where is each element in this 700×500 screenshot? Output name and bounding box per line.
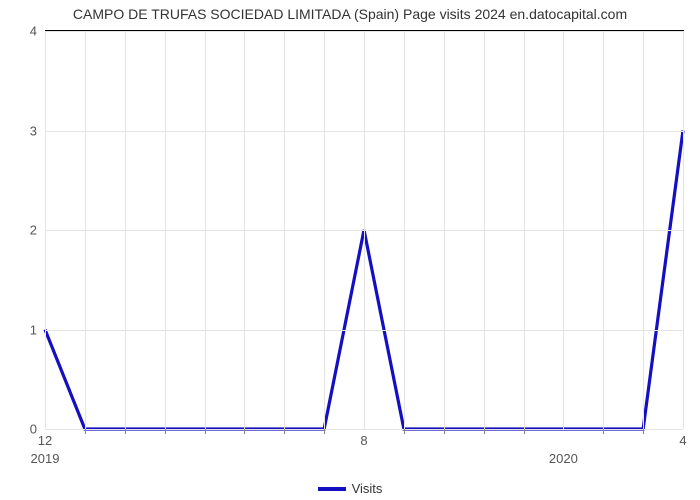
legend-swatch	[318, 487, 346, 491]
legend: Visits	[0, 481, 700, 496]
x-minor-tick	[205, 429, 206, 434]
gridline-v	[563, 31, 564, 429]
x-minor-tick	[284, 429, 285, 434]
y-tick-label: 3	[30, 123, 37, 138]
plot-area: 01234128420192020	[45, 30, 684, 429]
legend-label: Visits	[352, 481, 383, 496]
x-minor-tick	[404, 429, 405, 434]
y-tick-label: 1	[30, 322, 37, 337]
y-tick-label: 2	[30, 223, 37, 238]
gridline-v	[45, 31, 46, 429]
gridline-v	[364, 31, 365, 429]
gridline-v	[444, 31, 445, 429]
x-minor-tick	[324, 429, 325, 434]
y-tick-label: 0	[30, 422, 37, 437]
x-minor-tick	[603, 429, 604, 434]
gridline-h	[45, 429, 683, 430]
gridline-v	[85, 31, 86, 429]
x-minor-tick	[643, 429, 644, 434]
x-minor-tick	[85, 429, 86, 434]
gridline-v	[683, 31, 684, 429]
chart-title: CAMPO DE TRUFAS SOCIEDAD LIMITADA (Spain…	[0, 6, 700, 22]
x-minor-tick	[165, 429, 166, 434]
x-minor-tick	[125, 429, 126, 434]
y-tick-label: 4	[30, 24, 37, 39]
x-tick-label: 12	[38, 433, 52, 448]
x-tick-label: 4	[679, 433, 686, 448]
x-minor-tick	[524, 429, 525, 434]
gridline-v	[284, 31, 285, 429]
gridline-v	[524, 31, 525, 429]
gridline-v	[125, 31, 126, 429]
gridline-v	[165, 31, 166, 429]
gridline-v	[404, 31, 405, 429]
x-minor-tick	[484, 429, 485, 434]
x-tick-year-label: 2020	[549, 451, 578, 466]
x-tick-year-label: 2019	[31, 451, 60, 466]
gridline-v	[205, 31, 206, 429]
gridline-v	[603, 31, 604, 429]
gridline-v	[324, 31, 325, 429]
x-minor-tick	[244, 429, 245, 434]
chart-container: CAMPO DE TRUFAS SOCIEDAD LIMITADA (Spain…	[0, 0, 700, 500]
gridline-v	[244, 31, 245, 429]
gridline-v	[643, 31, 644, 429]
gridline-v	[484, 31, 485, 429]
x-minor-tick	[444, 429, 445, 434]
x-tick-label: 8	[360, 433, 367, 448]
